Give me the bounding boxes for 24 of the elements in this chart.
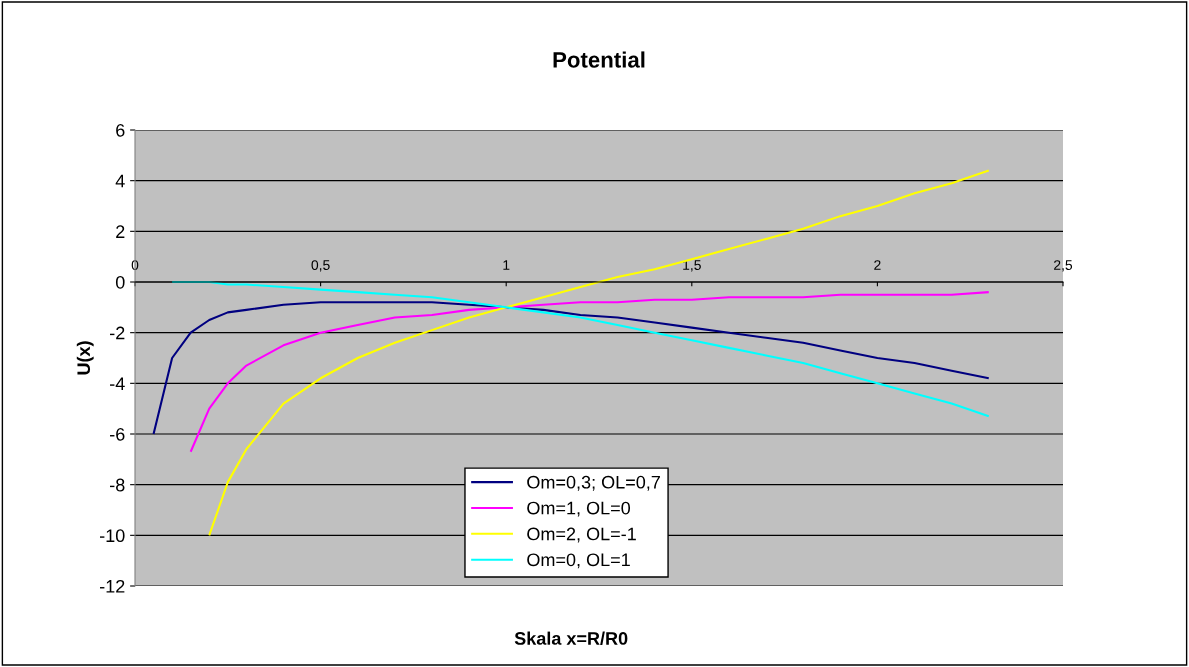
- legend-label: Om=0,3; OL=0,7: [527, 475, 660, 491]
- x-axis-title: Skala x=R/R0: [514, 631, 628, 646]
- line-series: [152, 301, 990, 436]
- y-tick-label: -6: [110, 427, 125, 441]
- legend-label: Om=1, OL=0: [527, 501, 631, 517]
- x-tick-label: 1: [503, 260, 510, 270]
- y-tick-label: -10: [99, 529, 125, 543]
- y-tick-label: -8: [110, 478, 125, 492]
- y-tick-label: 2: [116, 225, 125, 238]
- legend-label: Om=2, OL=-1: [527, 527, 636, 543]
- legend-label: Om=0, OL=1: [527, 553, 630, 569]
- x-tick-label: 2: [874, 260, 881, 270]
- chart-title: Potential: [553, 51, 645, 68]
- y-tick-label: -2: [110, 326, 125, 340]
- y-tick-label: 6: [116, 123, 125, 137]
- line-series: [189, 291, 990, 453]
- y-tick-label: 0: [115, 275, 125, 289]
- x-tick-label: 2,5: [1054, 260, 1073, 272]
- y-tick-label: -12: [99, 579, 125, 593]
- y-axis-title: U(x): [76, 341, 94, 375]
- y-tick-label: 4: [115, 174, 125, 188]
- x-tick-label: 0: [131, 260, 139, 270]
- y-tick-label: -4: [110, 377, 125, 390]
- x-tick-label: 0,5: [311, 260, 330, 272]
